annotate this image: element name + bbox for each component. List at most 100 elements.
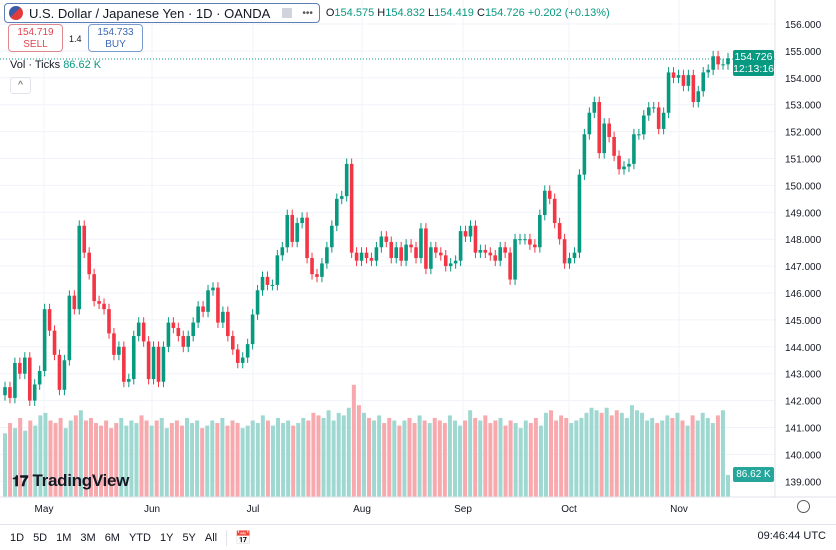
volume-bar xyxy=(634,410,639,497)
price-tick-label: 155.000 xyxy=(785,47,822,58)
sell-button[interactable]: 154.719 SELL xyxy=(8,24,63,52)
volume-bar xyxy=(245,425,250,497)
candle-body xyxy=(240,357,245,363)
volume-bar xyxy=(306,420,311,497)
price-tick-label: 144.000 xyxy=(785,343,822,354)
calendar-goto-icon[interactable]: 📅 xyxy=(235,529,252,545)
volume-bar xyxy=(720,410,725,497)
volume-bar xyxy=(230,420,235,497)
candle-body xyxy=(646,107,651,116)
price-tick-label: 139.000 xyxy=(785,477,822,488)
flag-icon[interactable] xyxy=(282,8,293,18)
volume-bar xyxy=(402,420,407,497)
volume-bar xyxy=(523,420,528,497)
volume-bar xyxy=(286,420,291,497)
candle-body xyxy=(656,107,661,129)
candle-body xyxy=(354,252,359,261)
volume-bar xyxy=(210,420,215,497)
candle-body xyxy=(87,252,91,275)
volume-bar xyxy=(685,425,690,497)
volume-bar xyxy=(629,405,634,497)
volume-bar xyxy=(726,474,730,497)
candle-body xyxy=(52,330,57,355)
candle-body xyxy=(493,255,498,261)
price-tick-label: 149.000 xyxy=(785,208,822,219)
volume-bar xyxy=(543,412,548,497)
candle-body xyxy=(374,247,379,261)
range-1d[interactable]: 1D xyxy=(10,531,25,544)
price-tick-label: 143.000 xyxy=(785,370,822,381)
volume-bar xyxy=(276,417,281,497)
candle-body xyxy=(216,287,220,323)
symbol-legend[interactable]: U.S. Dollar / Japanese Yen · 1D · OANDA … xyxy=(4,3,320,23)
volume-bar xyxy=(432,417,437,497)
time-axis[interactable]: May Jun Jul Aug Sep Oct Nov xyxy=(35,504,688,515)
candle-body xyxy=(681,75,686,86)
candle-body xyxy=(176,327,181,337)
more-icon[interactable]: ••• xyxy=(302,7,313,19)
candle-body xyxy=(533,244,537,248)
range-5d[interactable]: 5D xyxy=(33,531,48,544)
volume-bar xyxy=(569,423,574,497)
candle-body xyxy=(409,244,413,248)
candle-body xyxy=(438,252,443,256)
range-6m[interactable]: 6M xyxy=(104,531,120,544)
clock[interactable]: 09:46:44 UTC xyxy=(757,530,826,542)
candle-body xyxy=(171,322,176,328)
candle-body xyxy=(637,134,641,136)
candle-body xyxy=(226,311,230,337)
candle-body xyxy=(602,123,606,154)
volume-bar xyxy=(715,415,720,497)
candle-body xyxy=(587,112,592,135)
candle-body xyxy=(701,72,706,92)
volume-bar xyxy=(265,420,270,497)
time-tick-label: Jul xyxy=(247,504,260,515)
volume-bar xyxy=(513,423,518,497)
volume-bar xyxy=(3,433,7,497)
candle-body xyxy=(394,247,399,259)
candle-body xyxy=(473,225,478,253)
collapse-chevron-up-icon[interactable]: ^ xyxy=(10,77,31,94)
candle-body xyxy=(488,252,493,256)
price-axis[interactable]: 156.000 155.000 154.000 153.000 152.000 151.0… xyxy=(785,20,822,488)
tradingview-logo[interactable]: 𝟏𝟕 TradingView xyxy=(12,471,130,490)
candle-body xyxy=(334,198,339,226)
buy-button[interactable]: 154.733 BUY xyxy=(88,24,143,52)
candle-body xyxy=(32,384,37,401)
price-tick-label: 147.000 xyxy=(785,262,822,273)
candle-body xyxy=(344,163,349,197)
volume-bar xyxy=(614,410,619,497)
range-3m[interactable]: 3M xyxy=(80,531,96,544)
range-all[interactable]: All xyxy=(204,531,218,544)
volume-bar xyxy=(321,417,326,497)
candle-body xyxy=(72,295,77,310)
volume-bar xyxy=(463,420,468,497)
volume-bar xyxy=(73,415,78,497)
volume-bar xyxy=(422,420,427,497)
volume-bar xyxy=(442,423,447,497)
volume-bar xyxy=(680,420,685,497)
volume-bar xyxy=(341,415,346,497)
candle-body xyxy=(141,322,146,342)
range-ytd[interactable]: YTD xyxy=(128,531,151,544)
candle-body xyxy=(399,247,403,261)
volume-bar xyxy=(417,415,422,497)
volume-bar xyxy=(670,417,675,497)
volume-bar xyxy=(195,420,200,497)
candle-body xyxy=(255,290,260,315)
candles xyxy=(3,50,730,406)
candle-body xyxy=(8,387,12,398)
candle-body xyxy=(230,336,235,350)
candle-body xyxy=(117,346,121,355)
volume-bar xyxy=(645,420,650,497)
candle-body xyxy=(285,214,290,248)
candle-body xyxy=(364,252,369,259)
range-1m[interactable]: 1M xyxy=(56,531,72,544)
price-chart[interactable]: 156.000 155.000 154.000 153.000 152.000 151.0… xyxy=(0,0,836,524)
range-1y[interactable]: 1Y xyxy=(159,531,174,544)
range-5y[interactable]: 5Y xyxy=(182,531,196,544)
volume-bar xyxy=(356,405,361,497)
volume-value-label: 86.62 K xyxy=(733,467,774,482)
volume-bar xyxy=(538,425,543,497)
axis-settings-icon[interactable] xyxy=(797,500,810,513)
